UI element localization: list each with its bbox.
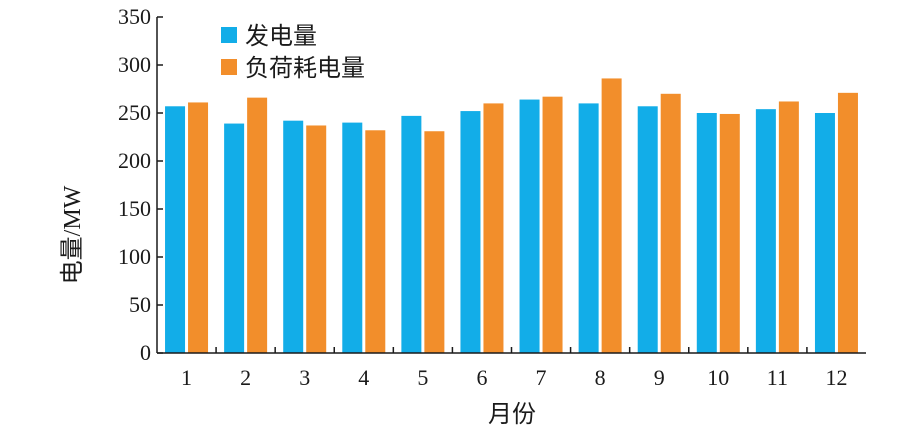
- x-tick-label-2: 2: [240, 365, 251, 390]
- x-tick-label-1: 1: [181, 365, 192, 390]
- x-tick-label-5: 5: [417, 365, 428, 390]
- x-tick-label-8: 8: [595, 365, 606, 390]
- bar-generation-month-3: [283, 120, 304, 354]
- bar-load-consumption-month-6: [483, 103, 504, 354]
- x-tick-label-12: 12: [825, 365, 847, 390]
- legend: 发电量 负荷耗电量: [221, 23, 365, 82]
- bar-load-consumption-month-10: [719, 113, 740, 354]
- y-ticks-group: 0 50 100 150 200 250 300 350: [118, 4, 163, 365]
- x-tick-label-3: 3: [299, 365, 310, 390]
- bar-load-consumption-month-4: [365, 130, 386, 353]
- x-axis-label: 月份: [488, 401, 536, 428]
- bar-generation-month-1: [165, 106, 186, 353]
- y-tick-label-0: 0: [140, 340, 151, 365]
- bar-generation-month-5: [401, 115, 422, 353]
- bar-generation-month-11: [755, 109, 776, 353]
- legend-label-generation: 发电量: [245, 23, 317, 50]
- bar-load-consumption-month-5: [424, 131, 445, 353]
- legend-swatch-generation: [221, 27, 237, 43]
- x-tick-label-9: 9: [654, 365, 665, 390]
- bar-generation-month-7: [519, 99, 540, 353]
- x-tick-label-7: 7: [536, 365, 547, 390]
- bar-generation-month-9: [637, 106, 658, 353]
- bar-generation-month-2: [224, 123, 245, 353]
- bar-load-consumption-month-3: [306, 125, 327, 353]
- x-ticks-group: 1 2 3 4 5 6 7 8 9 10 11 12: [181, 347, 847, 390]
- legend-label-load-consumption: 负荷耗电量: [245, 55, 365, 82]
- bar-load-consumption-month-11: [778, 101, 799, 353]
- y-tick-label-100: 100: [118, 244, 151, 269]
- bar-load-consumption-month-7: [542, 96, 563, 354]
- x-tick-label-11: 11: [767, 365, 788, 390]
- x-tick-label-10: 10: [707, 365, 729, 390]
- bar-load-consumption-month-12: [837, 92, 858, 353]
- y-tick-label-150: 150: [118, 196, 151, 221]
- bar-generation-month-8: [578, 103, 599, 354]
- bar-generation-month-10: [696, 113, 717, 353]
- bar-load-consumption-month-9: [660, 93, 681, 354]
- x-tick-label-4: 4: [358, 365, 369, 390]
- bars-group: [165, 78, 858, 354]
- y-tick-label-200: 200: [118, 148, 151, 173]
- bar-load-consumption-month-2: [247, 97, 268, 353]
- y-tick-label-250: 250: [118, 100, 151, 125]
- legend-swatch-load-consumption: [221, 59, 237, 75]
- y-tick-label-350: 350: [118, 4, 151, 29]
- bar-generation-month-4: [342, 122, 363, 353]
- bar-generation-month-6: [460, 111, 481, 353]
- x-tick-label-6: 6: [476, 365, 487, 390]
- y-tick-label-50: 50: [129, 292, 151, 317]
- bar-load-consumption-month-1: [188, 102, 209, 353]
- y-axis-label: 电量/MW: [59, 185, 86, 284]
- bar-generation-month-12: [814, 113, 835, 353]
- bar-load-consumption-month-8: [601, 78, 622, 353]
- y-tick-label-300: 300: [118, 52, 151, 77]
